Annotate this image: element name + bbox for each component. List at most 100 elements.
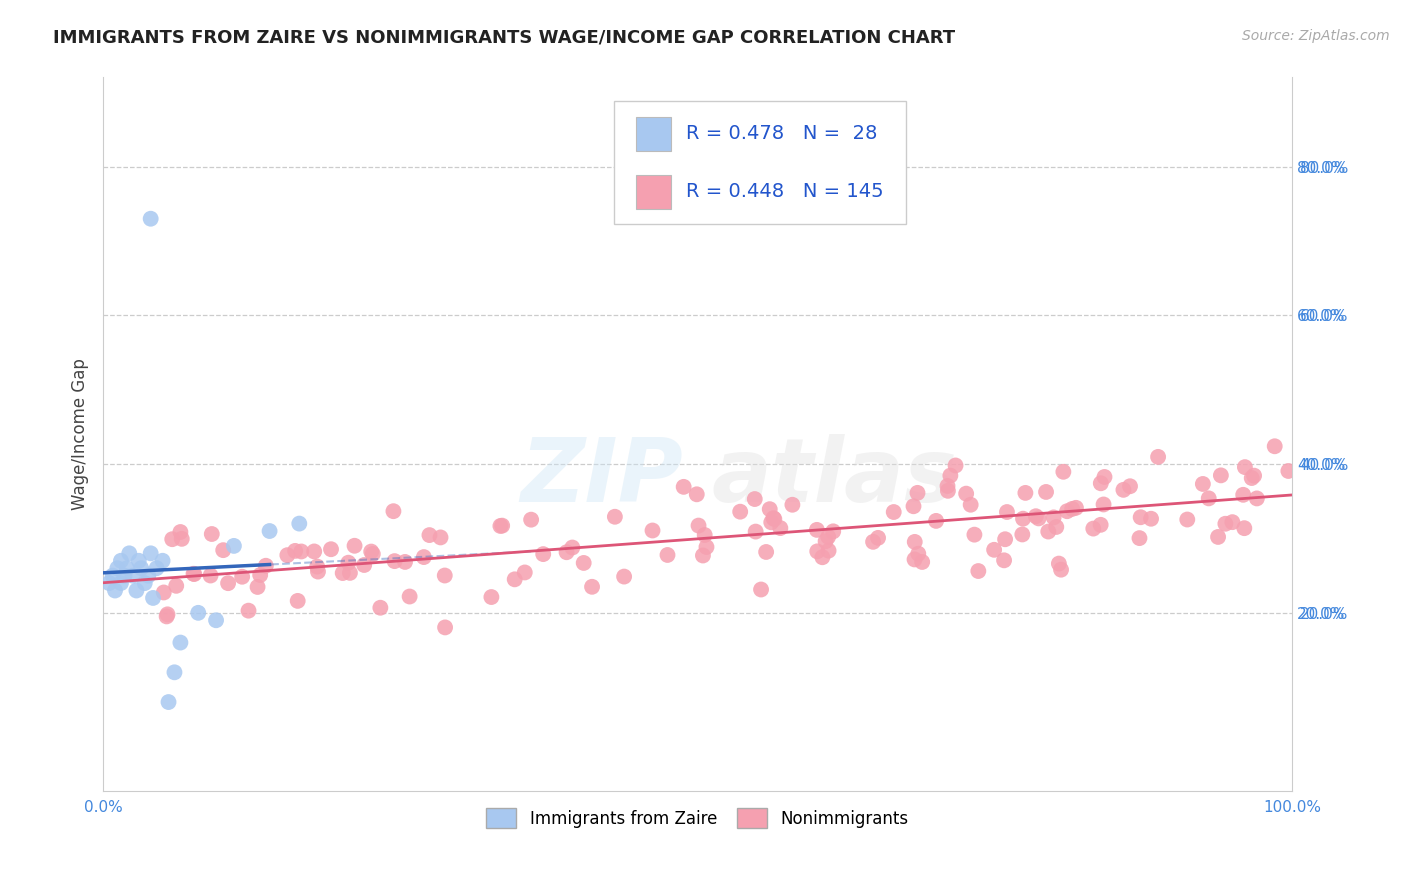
Text: Source: ZipAtlas.com: Source: ZipAtlas.com: [1241, 29, 1389, 43]
Point: [641, 524, 664, 538]
Point: [491, 518, 513, 533]
Point: [1050, 563, 1073, 577]
Point: [479, 590, 502, 604]
Point: [686, 487, 709, 501]
Point: [1243, 468, 1265, 483]
FancyBboxPatch shape: [614, 101, 905, 224]
Point: [382, 504, 405, 518]
Point: [1045, 520, 1067, 534]
Point: [370, 600, 392, 615]
Point: [1090, 476, 1112, 491]
Point: [1232, 488, 1254, 502]
Point: [1056, 504, 1078, 518]
Point: [1233, 460, 1256, 475]
Point: [339, 566, 361, 580]
Point: [200, 568, 222, 582]
Point: [1028, 511, 1050, 525]
Point: [1011, 527, 1033, 541]
Point: [963, 527, 986, 541]
Point: [287, 594, 309, 608]
Point: [769, 521, 792, 535]
Point: [110, 554, 132, 568]
Point: [744, 491, 766, 506]
Point: [945, 458, 967, 473]
Point: [692, 549, 714, 563]
Point: [911, 555, 934, 569]
Point: [163, 665, 186, 680]
Point: [907, 547, 929, 561]
Point: [1129, 510, 1152, 524]
Point: [868, 531, 890, 545]
Point: [290, 544, 312, 558]
Point: [1192, 477, 1215, 491]
Point: [412, 550, 434, 565]
Point: [1052, 465, 1074, 479]
Point: [761, 516, 783, 530]
Point: [749, 582, 772, 597]
Point: [128, 554, 150, 568]
Point: [744, 524, 766, 539]
Point: [1206, 530, 1229, 544]
Point: [755, 545, 778, 559]
Point: [139, 211, 162, 226]
Point: [205, 613, 228, 627]
Point: [1035, 485, 1057, 500]
Point: [1147, 450, 1170, 464]
Point: [763, 512, 786, 526]
Point: [817, 543, 839, 558]
Point: [1064, 500, 1087, 515]
Point: [307, 565, 329, 579]
Point: [139, 546, 162, 560]
Point: [513, 566, 536, 580]
Point: [343, 539, 366, 553]
Point: [503, 572, 526, 586]
Point: [672, 480, 695, 494]
Point: [693, 528, 716, 542]
Point: [384, 554, 406, 568]
Point: [903, 552, 925, 566]
Point: [657, 548, 679, 562]
Point: [1198, 491, 1220, 506]
Point: [360, 544, 382, 558]
Point: [394, 555, 416, 569]
Point: [302, 544, 325, 558]
Point: [806, 523, 828, 537]
Point: [1014, 486, 1036, 500]
Point: [806, 544, 828, 558]
Point: [572, 556, 595, 570]
Point: [561, 541, 583, 555]
Point: [104, 583, 127, 598]
Point: [1092, 498, 1115, 512]
Point: [1012, 511, 1035, 525]
Point: [169, 524, 191, 539]
Point: [169, 635, 191, 649]
Point: [613, 569, 636, 583]
Bar: [636, 175, 672, 209]
Point: [156, 607, 179, 622]
Point: [114, 568, 136, 582]
Point: [1246, 491, 1268, 506]
Point: [165, 579, 187, 593]
Point: [434, 620, 457, 634]
Point: [959, 498, 981, 512]
Point: [936, 479, 959, 493]
Point: [762, 511, 785, 525]
Point: [1233, 521, 1256, 535]
Point: [201, 527, 224, 541]
Point: [1025, 509, 1047, 524]
Point: [994, 533, 1017, 547]
Point: [284, 544, 307, 558]
Point: [125, 583, 148, 598]
Point: [955, 486, 977, 500]
Point: [433, 568, 456, 582]
Point: [883, 505, 905, 519]
Point: [115, 561, 138, 575]
Point: [142, 591, 165, 605]
Point: [1042, 510, 1064, 524]
Point: [118, 546, 141, 560]
Point: [993, 553, 1015, 567]
Point: [307, 559, 329, 574]
Point: [246, 580, 269, 594]
Point: [157, 695, 180, 709]
Point: [231, 570, 253, 584]
